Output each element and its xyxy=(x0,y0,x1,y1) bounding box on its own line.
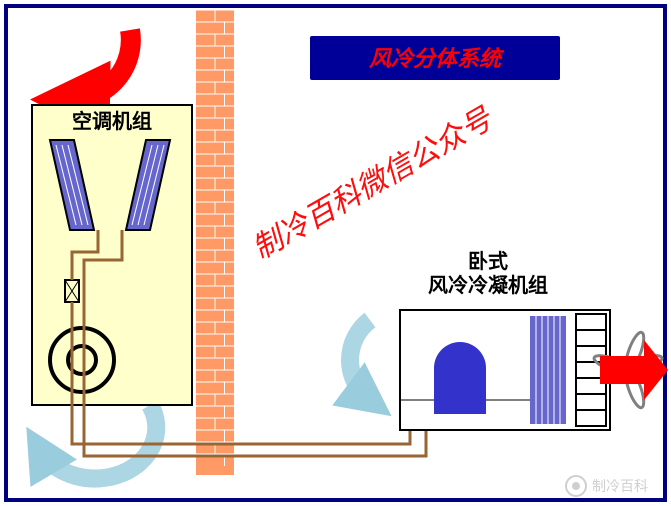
title-text: 风冷分体系统 xyxy=(369,46,505,71)
indoor-unit-label: 空调机组 xyxy=(72,109,152,133)
outdoor-unit: 卧式 风冷冷凝机组 xyxy=(400,250,664,430)
outdoor-label-2: 风冷冷凝机组 xyxy=(428,273,548,297)
footer-credit: 制冷百科 xyxy=(566,476,648,496)
brick-wall xyxy=(196,10,234,475)
outdoor-label-1: 卧式 xyxy=(468,250,508,273)
compressor xyxy=(434,342,486,414)
watermark-text: 制冷百科微信公众号 xyxy=(247,101,499,266)
inlet-airflow-arrow xyxy=(70,30,131,100)
indoor-discharge-airflow xyxy=(40,405,156,479)
indoor-unit: 空调机组 xyxy=(32,105,192,405)
title-banner: 风冷分体系统 xyxy=(310,36,560,80)
outdoor-intake-airflow xyxy=(350,320,370,400)
footer-text: 制冷百科 xyxy=(592,478,648,494)
